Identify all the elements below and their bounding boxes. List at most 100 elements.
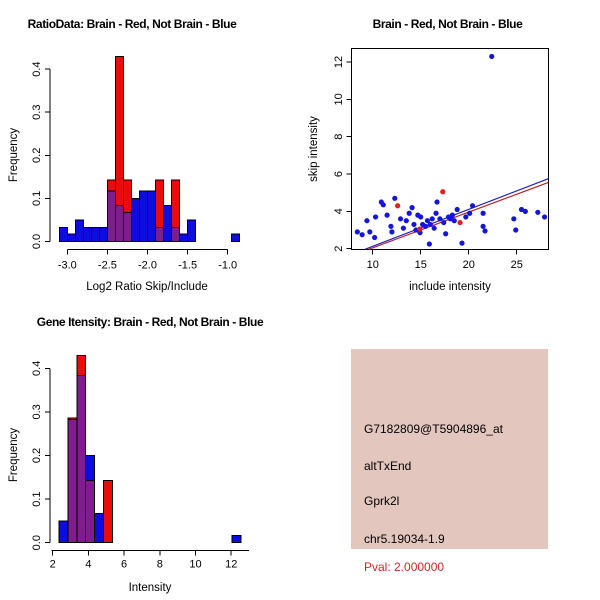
hist-bar-blue: [187, 219, 197, 242]
y-axis-label: skip intensity: [308, 116, 320, 182]
scatter-point-blue: [372, 214, 379, 220]
hist-bar-blue: [74, 219, 84, 242]
scatter-point-blue: [354, 229, 360, 235]
scatter-point-blue: [511, 216, 517, 222]
x-tick-label: 6: [121, 559, 127, 571]
y-tick-label: 10: [333, 93, 345, 105]
x-tick-label: 10: [367, 259, 379, 271]
x-tick-label: 2: [50, 559, 56, 571]
hist-bar-blue: [138, 190, 148, 242]
hist-bar-overlap: [122, 212, 132, 243]
y-tick-label: 0.1: [31, 191, 43, 206]
y-tick-label: 0.0: [31, 535, 43, 550]
hist-bar-red: [76, 355, 87, 377]
scatter-point-blue: [441, 219, 447, 226]
y-tick-label: 12: [333, 56, 345, 68]
hist-bar-overlap: [106, 190, 116, 242]
scatter-point-blue: [467, 210, 473, 216]
x-tick-label: 12: [225, 559, 237, 571]
pval-text: Pval: 2.000000: [364, 560, 445, 574]
x-axis-label: Log2 Ratio Skip/Include: [86, 281, 207, 293]
x-axis-label: Intensity: [129, 582, 172, 594]
locus-text: chr5.19034-1.9: [364, 532, 445, 546]
x-tick-label: 10: [189, 559, 201, 571]
x-tick-label: -2.5: [98, 260, 117, 272]
scatter-point-blue: [364, 218, 370, 224]
y-tick-label: 0.3: [31, 404, 43, 419]
hist-bar-red: [106, 179, 116, 192]
scatter-point-blue: [400, 225, 407, 231]
scatter-point-blue: [380, 202, 386, 208]
scatter-point-blue: [397, 216, 404, 222]
hist-bar-blue: [98, 226, 108, 242]
gene-info-box: G7182809@T5904896_at altTxEnd Gprk2l chr…: [351, 349, 548, 574]
scatter-point-blue: [463, 214, 469, 220]
scatter-point-blue: [389, 229, 395, 235]
scatter-point-blue: [480, 210, 486, 216]
scatter-point-blue: [451, 218, 457, 224]
hist-bar-overlap: [114, 205, 124, 243]
hist-bar-blue: [66, 233, 76, 243]
hist-bar-overlap: [67, 418, 78, 544]
plot-title: RatioData: Brain - Red, Not Brain - Blue: [28, 17, 237, 31]
scatter-point-blue: [384, 212, 390, 218]
scatter-point-red: [457, 219, 463, 226]
plot-title: Gene Itensity: Brain - Red, Not Brain - …: [37, 315, 264, 329]
y-tick-label: 4: [333, 208, 345, 214]
scatter-point-blue: [433, 210, 439, 216]
gene-name-text: Gprk2l: [364, 494, 400, 508]
hist-bar-blue: [231, 233, 241, 243]
scatter-point-blue: [469, 203, 476, 209]
hist-bar-blue: [58, 226, 68, 242]
y-axis-label: Frequency: [8, 428, 20, 483]
hist-bar-blue: [147, 190, 157, 242]
scatter-point-blue: [431, 225, 437, 231]
scatter-point-blue: [424, 218, 431, 224]
hist-bar-overlap: [155, 226, 165, 242]
y-tick-label: 8: [333, 134, 345, 140]
scatter-point-blue: [513, 227, 519, 233]
y-tick-label: 0.2: [31, 448, 43, 463]
plot-title: Brain - Red, Not Brain - Blue: [373, 17, 523, 31]
hist-bar-red: [171, 179, 181, 228]
hist-bar-red: [67, 417, 78, 420]
hist-bar-blue: [90, 226, 100, 242]
scatter-point-blue: [392, 195, 398, 201]
hist-bar-blue: [163, 205, 173, 243]
y-tick-label: 6: [333, 171, 345, 177]
scatter-point-blue: [418, 214, 424, 220]
y-tick-label: 0.3: [31, 105, 43, 120]
scatter-point-red: [440, 189, 446, 195]
hist-bar-blue: [94, 512, 105, 544]
scatter-point-blue: [403, 218, 409, 224]
hist-bar-blue: [82, 226, 92, 242]
x-tick-label: 4: [85, 559, 91, 571]
hist-bar-overlap: [85, 479, 96, 544]
red-fit-line: [368, 181, 549, 250]
scatter-point-blue: [518, 206, 525, 213]
scatter-point-blue: [427, 221, 433, 228]
y-tick-label: 0.4: [31, 361, 43, 376]
y-tick-label: 2: [333, 246, 345, 252]
blue-fit-line: [364, 178, 549, 250]
scatter-point-blue: [454, 206, 460, 213]
y-tick-label: 0.2: [31, 148, 43, 163]
y-tick-label: 0.4: [31, 61, 43, 76]
x-tick-label: 8: [157, 559, 163, 571]
x-tick-label: -1.5: [178, 260, 197, 272]
plot-frame: [351, 47, 549, 250]
hist-bar-overlap: [171, 226, 181, 242]
scatter-point-blue: [449, 212, 455, 218]
hist-bar-blue: [58, 520, 69, 544]
scatter-point-blue: [372, 234, 378, 241]
hist-bar-blue: [130, 197, 140, 242]
scatter-point-blue: [522, 208, 528, 214]
scatter-point-blue: [367, 229, 373, 235]
hist-bar-red: [122, 179, 132, 214]
scatter-point-blue: [434, 199, 440, 205]
event-type-text: altTxEnd: [364, 459, 412, 473]
gene-info-panel: G7182809@T5904896_at altTxEnd Gprk2l chr…: [300, 300, 600, 600]
scatter-point-red: [395, 203, 401, 209]
hist-bar-red: [103, 479, 113, 544]
